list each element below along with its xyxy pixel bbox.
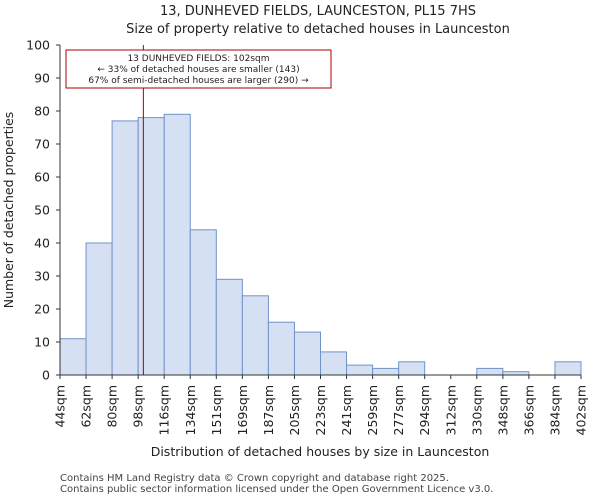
bar [554, 361, 582, 376]
x-tick-label: 366sqm [521, 385, 536, 435]
x-tick-label: 277sqm [391, 385, 406, 435]
x-tick-label: 98sqm [131, 385, 146, 428]
bar [267, 321, 295, 376]
bar [163, 113, 191, 376]
x-tick-label: 134sqm [183, 385, 198, 435]
bar [189, 229, 217, 376]
y-tick-label: 100 [26, 38, 50, 53]
x-tick-label: 348sqm [495, 385, 510, 435]
x-tick-label: 294sqm [417, 385, 432, 435]
x-tick-label: 116sqm [157, 385, 172, 435]
x-tick-label: 62sqm [79, 385, 94, 428]
x-tick-label: 330sqm [469, 385, 484, 435]
footer-line2: Contains public sector information licen… [60, 484, 494, 495]
x-tick-label: 44sqm [53, 385, 68, 428]
x-axis-label: Distribution of detached houses by size … [151, 444, 490, 459]
y-tick-label: 0 [42, 368, 50, 383]
y-tick-label: 70 [34, 137, 50, 152]
bar [320, 351, 348, 376]
bar [85, 242, 113, 376]
x-tick-label: 223sqm [313, 385, 328, 435]
marker-group: 13 DUNHEVED FIELDS: 102sqm← 33% of detac… [65, 45, 332, 375]
bars-group [59, 113, 582, 376]
y-tick-label: 80 [34, 104, 50, 119]
x-tick-label: 169sqm [235, 385, 250, 435]
x-tick-label: 241sqm [339, 385, 354, 435]
y-tick-label: 60 [34, 170, 50, 185]
footer-line1: Contains HM Land Registry data © Crown c… [60, 473, 449, 484]
y-tick-label: 50 [34, 203, 50, 218]
bar [215, 278, 243, 376]
y-tick-label: 30 [34, 269, 50, 284]
annotation-line-3: 67% of semi-detached houses are larger (… [88, 76, 309, 86]
y-tick-label: 10 [34, 335, 50, 350]
bar [241, 295, 269, 376]
bar [372, 367, 400, 376]
annotation-line-2: ← 33% of detached houses are smaller (14… [97, 65, 299, 75]
chart-title-line1: 13, DUNHEVED FIELDS, LAUNCESTON, PL15 7H… [160, 4, 476, 19]
axes-group: 0 10 20 30 40 50 60 70 80 90 100 44sqm 62sqm 80sqm 98s… [26, 38, 588, 436]
annotation-box [65, 49, 332, 89]
x-tick-label: 259sqm [365, 385, 380, 435]
x-tick-label: 151sqm [209, 385, 224, 435]
annotation-line-1: 13 DUNHEVED FIELDS: 102sqm [127, 54, 269, 64]
y-tick-label: 90 [34, 71, 50, 86]
bar [476, 367, 504, 376]
bar [111, 120, 139, 376]
x-tick-label: 402sqm [574, 385, 589, 435]
x-tick-label: 312sqm [443, 385, 458, 435]
bar [137, 117, 165, 376]
bar [293, 331, 322, 376]
y-axis-label: Number of detached properties [1, 112, 16, 309]
bar [398, 361, 426, 376]
bar [346, 364, 374, 376]
bar [59, 338, 87, 376]
x-tick-label: 205sqm [287, 385, 302, 435]
y-tick-label: 20 [34, 302, 50, 317]
x-tick-label: 187sqm [261, 385, 276, 435]
x-tick-label: 80sqm [105, 385, 120, 428]
y-tick-label: 40 [34, 236, 50, 251]
x-tick-label: 384sqm [547, 385, 562, 435]
chart-title-line2: Size of property relative to detached ho… [126, 22, 510, 37]
